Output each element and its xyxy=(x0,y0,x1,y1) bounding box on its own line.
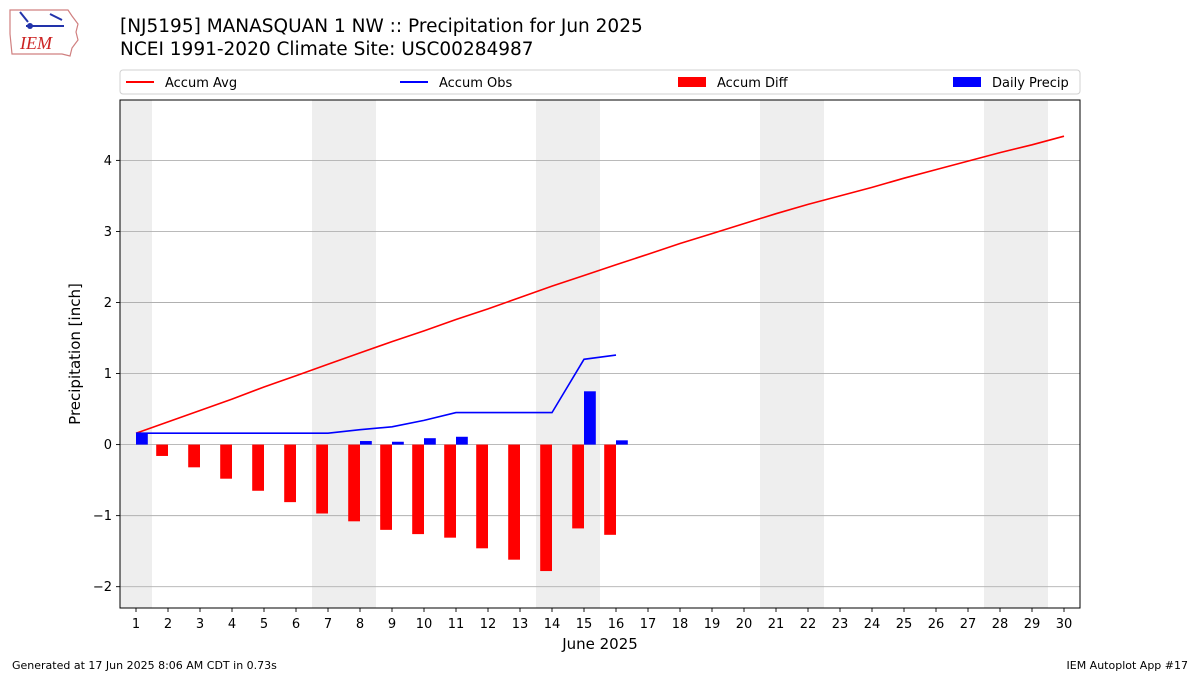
chart-subtitle: NCEI 1991-2020 Climate Site: USC00284987 xyxy=(120,39,534,60)
legend-label: Accum Diff xyxy=(717,76,789,91)
x-tick-label: 27 xyxy=(960,617,977,632)
x-axis-label: June 2025 xyxy=(561,635,638,653)
y-tick-label: 4 xyxy=(104,154,112,169)
x-tick-label: 9 xyxy=(388,617,396,632)
legend-label: Accum Obs xyxy=(439,76,512,91)
app-footer: IEM Autoplot App #17 xyxy=(1066,659,1189,672)
x-tick-label: 10 xyxy=(416,617,433,632)
x-tick-label: 28 xyxy=(992,617,1009,632)
x-tick-label: 16 xyxy=(608,617,625,632)
accum-avg-line xyxy=(135,135,1065,434)
x-tick-label: 3 xyxy=(196,617,204,632)
accum-diff-bar xyxy=(412,444,424,535)
x-tick-label: 23 xyxy=(832,617,849,632)
x-tick-label: 29 xyxy=(1024,617,1041,632)
accum-diff-bar xyxy=(156,444,168,456)
legend-label: Accum Avg xyxy=(165,76,237,91)
daily-precip-bar xyxy=(136,433,148,445)
accum-diff-bar xyxy=(604,444,616,535)
x-tick-label: 13 xyxy=(512,617,529,632)
x-tick-label: 20 xyxy=(736,617,753,632)
logo-text: IEM xyxy=(19,33,53,53)
chart-title: [NJ5195] MANASQUAN 1 NW :: Precipitation… xyxy=(120,16,643,37)
y-tick-label: −1 xyxy=(93,509,112,524)
x-tick-label: 21 xyxy=(768,617,785,632)
weekend-shade xyxy=(120,100,152,608)
accum-diff-bar xyxy=(476,444,488,549)
accum-diff-bar xyxy=(380,444,392,530)
x-tick-label: 6 xyxy=(292,617,300,632)
x-tick-label: 15 xyxy=(576,617,593,632)
iowa-state-outline xyxy=(9,9,79,57)
accum-diff-bar xyxy=(284,444,296,503)
x-tick-label: 12 xyxy=(480,617,497,632)
weekend-shade xyxy=(760,100,824,608)
accum-diff-bar xyxy=(348,444,360,522)
weekend-shade xyxy=(312,100,376,608)
x-tick-label: 30 xyxy=(1056,617,1073,632)
y-tick-label: 3 xyxy=(104,225,112,240)
x-tick-label: 22 xyxy=(800,617,817,632)
daily-precip-bar xyxy=(360,441,372,445)
daily-precip-bar xyxy=(424,438,436,445)
x-tick-label: 1 xyxy=(132,617,140,632)
accum-diff-bar xyxy=(540,444,552,572)
legend-swatch-bar xyxy=(953,77,981,87)
weather-icon-dot xyxy=(27,23,33,29)
daily-precip-bar xyxy=(392,441,404,445)
accum-diff-bar xyxy=(316,444,328,514)
x-tick-label: 25 xyxy=(896,617,913,632)
x-tick-label: 2 xyxy=(164,617,172,632)
x-tick-label: 18 xyxy=(672,617,689,632)
accum-diff-bar xyxy=(252,444,264,491)
y-tick-label: 1 xyxy=(104,367,112,382)
x-tick-label: 5 xyxy=(260,617,268,632)
accum-diff-bar xyxy=(508,444,520,560)
y-tick-label: 2 xyxy=(104,296,112,311)
x-tick-label: 4 xyxy=(228,617,236,632)
x-tick-label: 11 xyxy=(448,617,465,632)
x-tick-label: 26 xyxy=(928,617,945,632)
wind-icon xyxy=(19,11,63,23)
y-tick-label: −2 xyxy=(93,580,112,595)
x-tick-label: 14 xyxy=(544,617,561,632)
x-tick-label: 8 xyxy=(356,617,364,632)
weekend-shade xyxy=(984,100,1048,608)
accum-diff-bar xyxy=(444,444,456,538)
y-tick-label: 0 xyxy=(104,438,112,453)
accum-obs-line xyxy=(136,354,617,435)
y-axis-label: Precipitation [inch] xyxy=(66,283,84,425)
legend-label: Daily Precip xyxy=(992,76,1069,91)
x-tick-label: 24 xyxy=(864,617,881,632)
accum-diff-bar xyxy=(572,444,584,529)
legend-swatch-bar xyxy=(678,77,706,87)
x-tick-label: 19 xyxy=(704,617,721,632)
accum-diff-bar xyxy=(220,444,232,479)
plot-frame xyxy=(119,99,1081,609)
legend-box xyxy=(119,69,1081,95)
accum-diff-bar xyxy=(188,444,200,468)
daily-precip-bar xyxy=(584,391,596,445)
x-tick-label: 7 xyxy=(324,617,332,632)
x-tick-label: 17 xyxy=(640,617,657,632)
daily-precip-bar xyxy=(456,436,468,445)
daily-precip-bar xyxy=(616,440,628,445)
iem-logo: IEM xyxy=(9,9,79,57)
generated-footer: Generated at 17 Jun 2025 8:06 AM CDT in … xyxy=(12,659,277,672)
